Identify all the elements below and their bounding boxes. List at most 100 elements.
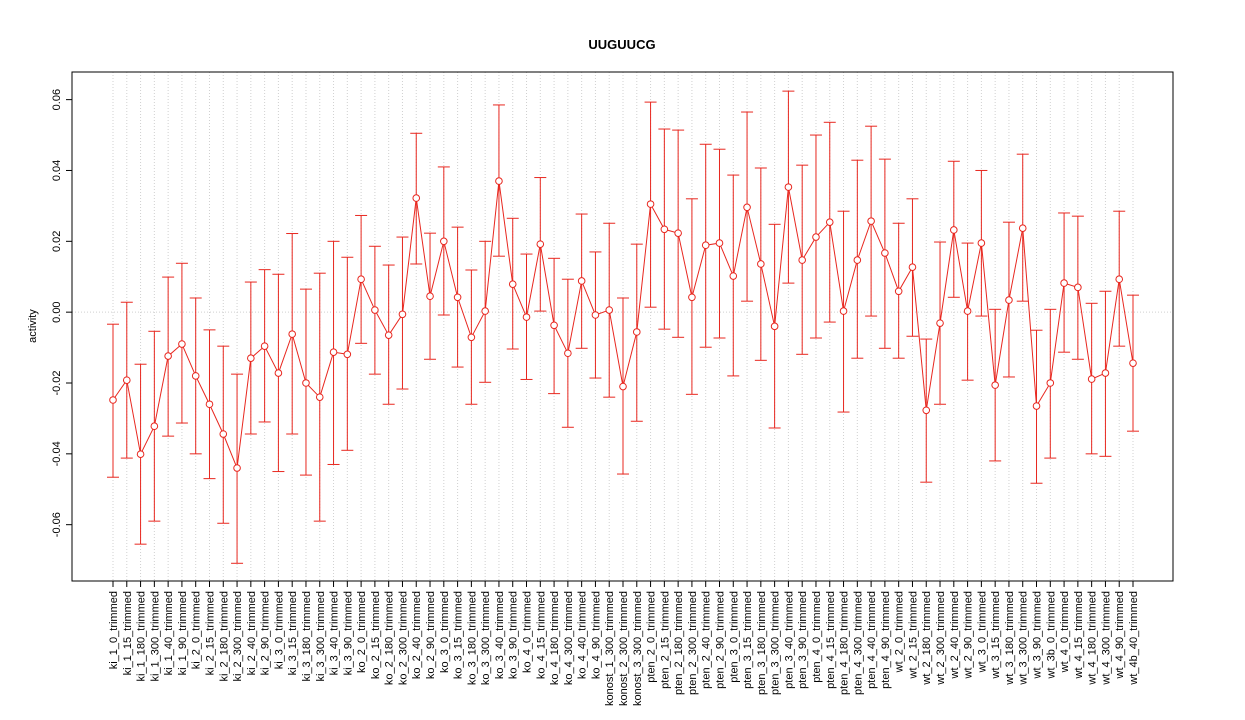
x-tick-label: pten_3_40_trimmed	[783, 591, 795, 689]
x-tick-label: ki_1_40_trimmed	[163, 591, 175, 675]
data-point	[191, 372, 200, 380]
x-tick-label: ki_1_300_trimmed	[149, 591, 161, 682]
x-tick-label: pten_4_15_trimmed	[825, 591, 837, 689]
data-point	[247, 354, 255, 363]
data-point	[867, 217, 875, 225]
data-point	[591, 311, 600, 319]
data-point	[288, 330, 296, 338]
x-tick-label: pten_4_180_trimmed	[839, 591, 851, 695]
data-point	[357, 275, 365, 284]
chart-title: UUGUUCG	[588, 37, 655, 52]
data-point	[1129, 359, 1137, 367]
data-point	[1005, 296, 1013, 304]
data-point	[688, 293, 696, 302]
data-point	[219, 430, 228, 438]
x-tick-label: ki_1_15_trimmed	[122, 591, 134, 675]
data-point	[1032, 402, 1041, 410]
y-tick-label: 0.04	[51, 160, 63, 181]
x-tick-label: pten_3_300_trimmed	[770, 591, 782, 695]
x-tick-label: wt_3_180_trimmed	[1004, 591, 1016, 686]
data-point	[784, 183, 793, 191]
x-tick-label: wt_4_15_trimmed	[1073, 591, 1085, 679]
data-point	[743, 203, 751, 212]
data-point	[646, 200, 655, 208]
x-tick-label: ko_3_0_trimmed	[439, 591, 451, 673]
x-tick-label: ki_1_0_trimmed	[108, 591, 120, 669]
x-tick-label: ko_2_15_trimmed	[370, 591, 382, 679]
y-tick-label: 0.02	[51, 231, 63, 252]
data-point	[536, 240, 545, 248]
data-point	[329, 348, 338, 356]
x-tick-label: ko_3_300_trimmed	[480, 591, 492, 685]
data-point	[302, 379, 310, 387]
data-point	[757, 260, 765, 268]
data-point	[205, 400, 214, 409]
data-point	[440, 237, 448, 246]
data-point	[371, 306, 379, 314]
x-tick-label: wt_2_180_trimmed	[921, 591, 933, 686]
data-point	[109, 396, 117, 404]
x-tick-label: ki_2_0_trimmed	[191, 591, 203, 669]
x-tick-label: wt_2_90_trimmed	[963, 591, 975, 679]
x-tick-label: ki_2_90_trimmed	[260, 591, 272, 675]
x-tick-label: ki_3_15_trimmed	[287, 591, 299, 675]
x-tick-label: konost_2_300_trimmed	[618, 591, 630, 706]
y-tick-label: -0.04	[51, 441, 63, 466]
data-point	[426, 292, 434, 301]
plot-frame	[71, 71, 1174, 582]
data-point	[701, 241, 710, 250]
data-point	[1101, 369, 1110, 377]
data-point	[550, 321, 558, 330]
data-point	[164, 352, 172, 360]
data-point	[453, 293, 462, 302]
data-point	[1046, 379, 1055, 387]
x-tick-label: pten_2_180_trimmed	[673, 591, 685, 695]
x-tick-label: ko_2_40_trimmed	[411, 591, 423, 679]
x-tick-label: pten_2_300_trimmed	[687, 591, 699, 695]
data-point	[619, 382, 627, 391]
data-point	[233, 464, 241, 472]
data-point	[1115, 275, 1124, 284]
data-point	[508, 280, 517, 288]
y-tick-label: -0.02	[51, 370, 63, 395]
x-tick-label: wt_3_90_trimmed	[1032, 591, 1044, 679]
x-tick-label: ko_2_180_trimmed	[384, 591, 396, 685]
data-point	[715, 239, 724, 247]
x-tick-label: ki_2_180_trimmed	[218, 591, 230, 682]
data-point	[343, 350, 352, 359]
data-point	[729, 272, 738, 280]
x-tick-label: wt_3_15_trimmed	[990, 591, 1002, 679]
data-point	[908, 263, 917, 271]
x-tick-label: pten_3_180_trimmed	[756, 591, 768, 695]
data-point	[660, 225, 669, 234]
x-tick-label: pten_3_90_trimmed	[797, 591, 809, 689]
x-tick-label: ki_3_180_trimmed	[301, 591, 313, 682]
x-tick-label: wt_4_0_trimmed	[1059, 591, 1071, 673]
x-tick-label: pten_4_0_trimmed	[811, 591, 823, 683]
x-tick-label: pten_2_0_trimmed	[646, 591, 658, 683]
data-point	[839, 307, 848, 315]
data-point	[798, 256, 806, 264]
data-point	[1087, 375, 1096, 383]
x-tick-label: pten_2_15_trimmed	[659, 591, 671, 689]
data-point	[577, 277, 586, 285]
x-tick-label: ki_2_40_trimmed	[246, 591, 258, 675]
data-point	[412, 194, 421, 202]
data-point	[274, 369, 283, 377]
data-point	[991, 381, 999, 389]
data-point	[136, 450, 145, 458]
x-tick-label: wt_3b_0_trimmed	[1045, 591, 1057, 679]
x-tick-label: ko_4_15_trimmed	[535, 591, 547, 679]
x-tick-label: ko_3_40_trimmed	[494, 591, 506, 679]
x-tick-label: konost_1_300_trimmed	[604, 591, 616, 706]
y-tick-label: 0.06	[51, 89, 63, 110]
x-tick-label: ko_2_90_trimmed	[425, 591, 437, 679]
x-tick-label: wt_2_0_trimmed	[894, 591, 906, 673]
data-point	[260, 342, 269, 350]
data-point	[384, 331, 393, 339]
x-tick-label: ki_3_90_trimmed	[342, 591, 354, 675]
data-point	[950, 226, 958, 234]
y-tick-label: -0.06	[51, 512, 63, 537]
data-point	[770, 322, 779, 331]
data-point	[812, 233, 820, 241]
